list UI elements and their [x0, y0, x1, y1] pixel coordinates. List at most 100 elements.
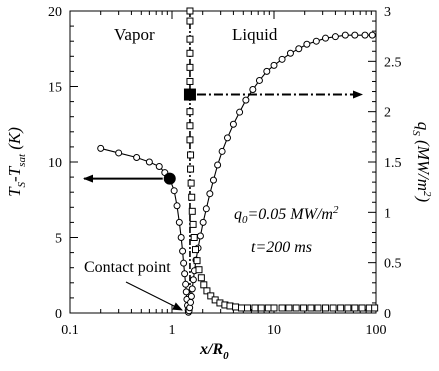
heat-flux-point — [187, 179, 195, 187]
y-right-label-close: ) — [414, 196, 433, 203]
heat-flux-point — [190, 234, 198, 241]
q0-main: q — [234, 206, 242, 223]
temperature-point — [182, 280, 190, 288]
y-left-tick-label: 20 — [48, 5, 62, 20]
region-label-vapor: Vapor — [114, 25, 155, 44]
heat-flux-point — [232, 303, 240, 311]
y-left-tick-label: 10 — [48, 156, 62, 171]
heat-flux-point — [186, 108, 194, 116]
heat-flux-point — [278, 304, 286, 312]
temperature-point — [341, 31, 349, 39]
temperature-point — [181, 270, 189, 278]
q0-sup: 2 — [333, 204, 339, 216]
heat-flux-point — [187, 165, 195, 173]
temperature-point — [223, 134, 231, 142]
heat-flux-point — [186, 7, 194, 15]
temperature-point — [187, 298, 195, 306]
temperature-point — [170, 187, 178, 195]
y-left-label-mid: -T — [5, 165, 24, 182]
heat-flux-point — [186, 122, 194, 130]
heat-flux-point — [358, 304, 366, 312]
contact-point-label: Contact point — [84, 259, 171, 276]
heat-flux-point — [186, 77, 194, 85]
temperature-point — [189, 276, 197, 284]
y-right-tick-label: 2 — [384, 106, 391, 121]
temperature-point — [368, 31, 376, 39]
heat-flux-point — [257, 304, 265, 312]
heat-flux-point — [270, 304, 278, 312]
x-tick-label: 1 — [169, 323, 176, 338]
heat-flux-point — [264, 304, 272, 312]
heat-flux-point — [329, 304, 337, 312]
temperature-point — [361, 31, 369, 39]
temperature-point — [180, 259, 188, 267]
y-right-tick-label: 3 — [384, 5, 391, 20]
temperature-point — [175, 218, 183, 226]
temperature-point — [242, 96, 250, 104]
temperature-point — [133, 153, 141, 161]
heat-flux-point — [251, 304, 259, 312]
x-axis-label-main: x/R — [199, 341, 223, 358]
q0-sub: 0 — [242, 214, 248, 226]
heat-flux-point — [351, 304, 359, 312]
x-axis-label-sub: 0 — [223, 350, 229, 362]
temperature-point — [236, 108, 244, 116]
heat-flux-point — [187, 151, 195, 159]
temperature-point — [115, 149, 123, 157]
y-right-label-sub: S — [410, 130, 422, 136]
temperature-point — [263, 67, 271, 75]
temperature-point — [145, 158, 153, 166]
y-right-tick-label: 1.5 — [384, 156, 402, 171]
heat-flux-point — [344, 304, 352, 312]
temperature-point — [188, 285, 196, 293]
heat-flux-point — [200, 281, 208, 289]
temperature-point — [229, 120, 237, 128]
heat-flux-point — [186, 63, 194, 71]
y-left-tick-label: 15 — [48, 81, 62, 96]
heat-flux-point — [307, 304, 315, 312]
temperature-point — [255, 76, 263, 84]
region-label-liquid: Liquid — [232, 25, 278, 44]
y-axis-right-label: qS (MW/m2) — [410, 122, 433, 203]
y-left-label-sub1: S — [16, 181, 28, 187]
y-axis-left-label: TS-Tsat (K) — [5, 127, 28, 197]
heat-flux-point — [322, 304, 330, 312]
y-right-tick-label: 0.5 — [384, 257, 402, 272]
heat-flux-point — [186, 35, 194, 43]
heat-flux-point — [226, 302, 234, 310]
temperature-point — [278, 55, 286, 63]
y-right-label-unit: (MW/m — [414, 136, 433, 191]
heat-flux-point — [189, 220, 197, 228]
heat-flux-point — [292, 304, 300, 312]
temperature-point — [303, 40, 311, 48]
y-right-label-sup: 2 — [421, 191, 433, 197]
y-right-tick-label: 1 — [384, 206, 391, 221]
temperature-point — [218, 147, 226, 155]
temperature-point — [209, 176, 217, 184]
temperature-point — [97, 144, 105, 152]
x-tick-label: 10 — [267, 323, 281, 338]
x-tick-label: 0.1 — [61, 323, 79, 338]
temperature-point — [187, 292, 195, 300]
heat-flux-point — [186, 136, 194, 144]
heat-flux-point — [371, 304, 379, 312]
temperature-point — [270, 61, 278, 69]
heat-flux-point — [203, 287, 211, 295]
q0-annotation: q0=0.05 MW/m2 — [234, 204, 339, 226]
heat-flux-point — [192, 246, 200, 254]
heat-flux-point — [300, 304, 308, 312]
y-right-tick-label: 2.5 — [384, 55, 402, 70]
heat-flux-point — [186, 17, 194, 25]
heat-flux-point — [285, 304, 293, 312]
q0-value: =0.05 MW/m — [248, 206, 333, 223]
heat-flux-point — [188, 207, 196, 215]
heat-flux-point — [244, 304, 252, 312]
temperature-point — [351, 31, 359, 39]
x-tick-label: 100 — [366, 323, 387, 338]
x-axis-label: x/R0 — [199, 341, 229, 362]
temperature-point — [214, 161, 222, 169]
heat-flux-point — [197, 274, 205, 282]
heat-flux-point — [314, 304, 322, 312]
